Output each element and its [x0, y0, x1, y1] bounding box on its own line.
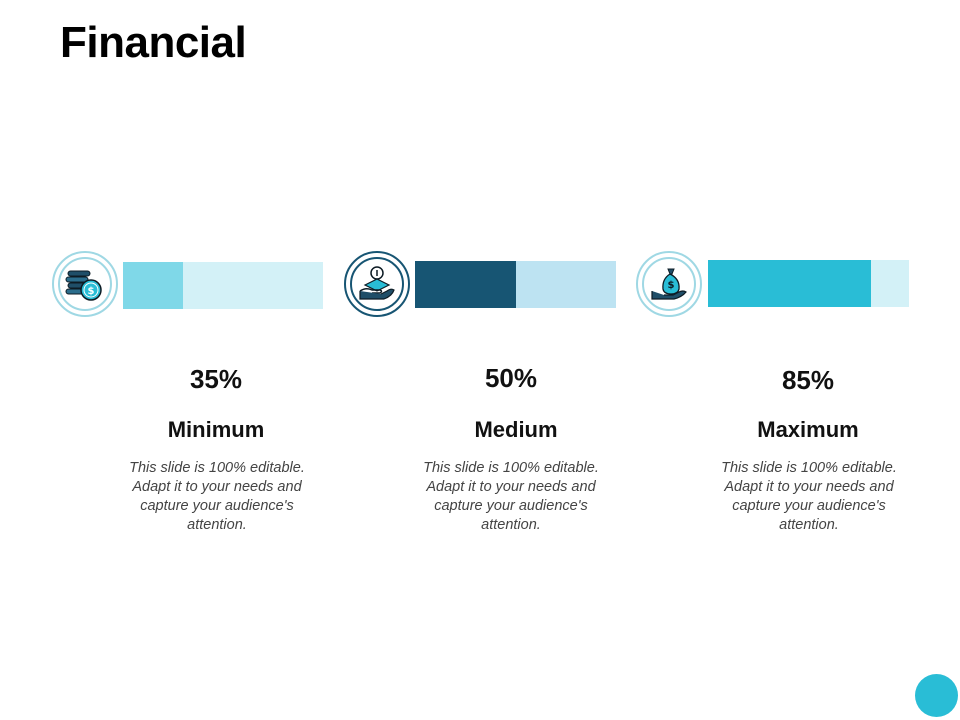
page-title: Financial	[60, 18, 247, 67]
level-description: This slide is 100% editable. Adapt it to…	[423, 460, 599, 533]
icon-ring	[344, 251, 410, 317]
percent-value: 85%	[781, 365, 835, 395]
financial-card-medium: 50% Medium This slide is 100% editable. …	[344, 0, 624, 720]
level-bar-fill	[708, 260, 871, 307]
financial-card-maximum: $ 85% Maximum This slide is 100% editabl…	[636, 0, 916, 720]
icon-ring: $	[636, 251, 702, 317]
level-bar-maximum	[708, 260, 909, 307]
svg-text:$: $	[668, 280, 675, 291]
level-description: This slide is 100% editable. Adapt it to…	[129, 460, 305, 533]
percent-value: 50%	[484, 363, 538, 393]
level-description: This slide is 100% editable. Adapt it to…	[721, 460, 897, 533]
level-bar-fill	[415, 261, 516, 308]
svg-text:$: $	[88, 286, 95, 297]
level-label: Minimum	[167, 417, 265, 442]
accent-dot	[915, 674, 958, 717]
coins-icon: $	[65, 270, 102, 301]
icon-ring: $	[52, 251, 118, 317]
money-bag-icon: $	[651, 268, 687, 300]
financial-card-minimum: $ 35% Minimum This slide is 100% editabl…	[52, 0, 332, 720]
level-bar-minimum	[123, 262, 323, 309]
level-label: Medium	[474, 417, 558, 442]
hand-money-icon	[359, 266, 395, 300]
level-label: Maximum	[757, 417, 859, 442]
level-bar-medium	[415, 261, 616, 308]
level-bar-fill	[123, 262, 183, 309]
percent-value: 35%	[189, 364, 243, 394]
